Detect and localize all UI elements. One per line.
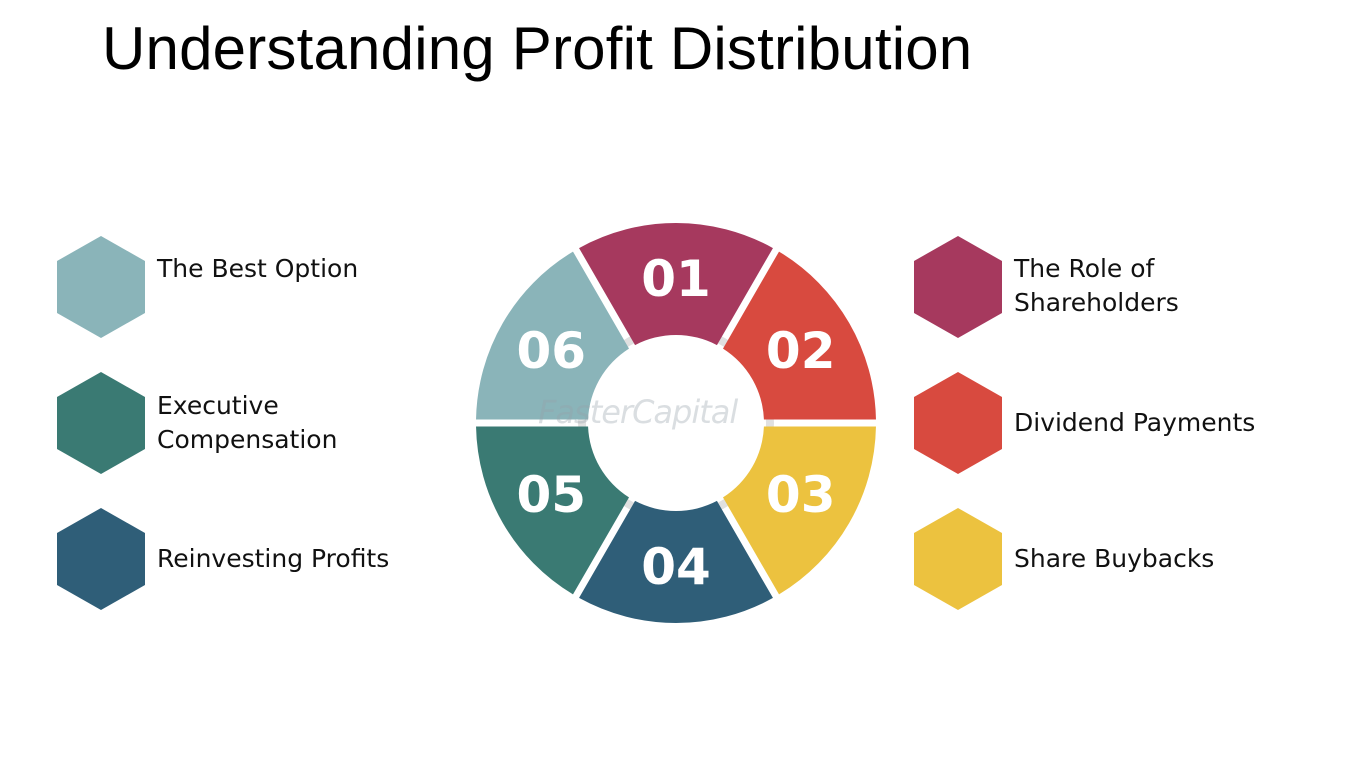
segment-number-04: 04 [641,538,711,596]
page-title: Understanding Profit Distribution [102,15,973,82]
ring-segment-04 [579,500,773,623]
hexagon-icon [57,372,145,474]
segment-number-03: 03 [766,466,836,524]
item-right-1: The Role of Shareholders [912,234,1332,340]
ring-segment-06 [476,251,630,420]
item-left-1: The Best Option [55,234,475,340]
item-right-1-label: The Role of Shareholders [1014,254,1179,317]
item-left-2-label: Executive Compensation [157,391,338,454]
ring-segment-02 [722,251,876,420]
segment-number-05: 05 [516,466,586,524]
hexagon-icon [914,372,1002,474]
segmented-ring: 01 02 03 04 05 06 [476,223,876,623]
hexagon-icon [57,508,145,610]
segment-number-01: 01 [641,250,711,308]
item-right-3-label: Share Buybacks [1014,544,1215,573]
item-left-3: Reinvesting Profits [55,506,475,612]
watermark: FasterCapital [538,393,738,431]
item-left-2: Executive Compensation [55,370,475,476]
hexagon-icon [914,236,1002,338]
segment-number-02: 02 [766,322,836,380]
segment-number-06: 06 [516,322,586,380]
ring-segment-05 [476,426,630,595]
hexagon-icon [57,236,145,338]
item-left-1-label: The Best Option [157,254,359,283]
item-left-3-label: Reinvesting Profits [157,544,390,573]
ring-segment-03 [722,426,876,595]
ring-segment-01 [579,223,773,346]
hexagon-icon [914,508,1002,610]
item-right-2: Dividend Payments [912,370,1332,476]
item-right-2-label: Dividend Payments [1014,408,1256,437]
item-right-3: Share Buybacks [912,506,1332,612]
